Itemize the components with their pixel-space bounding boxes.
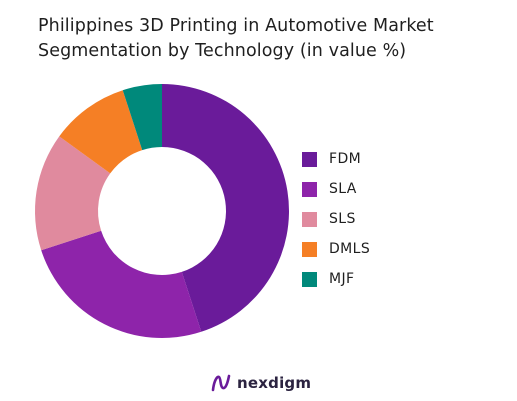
nexdigm-logo-icon: [211, 374, 231, 392]
chart-title: Philippines 3D Printing in Automotive Ma…: [38, 14, 498, 64]
legend-swatch-mjf: [302, 271, 317, 287]
legend-swatch-dmls: [302, 241, 317, 257]
legend-item-fdm: FDM: [302, 144, 370, 174]
legend-item-sla: SLA: [302, 174, 370, 204]
legend-label-sls: SLS: [329, 211, 356, 227]
brand-logo: nexdigm: [210, 373, 311, 393]
legend-swatch-fdm: [302, 151, 317, 167]
brand-name: nexdigm: [237, 374, 312, 392]
donut-slices: [35, 84, 290, 338]
chart-legend: FDM SLA SLS DMLS MJF: [302, 144, 370, 294]
legend-item-mjf: MJF: [302, 264, 370, 294]
legend-item-dmls: DMLS: [302, 234, 370, 264]
donut-slice-mjf: [122, 84, 162, 151]
donut-slice-dmls: [59, 90, 143, 174]
legend-label-dmls: DMLS: [329, 241, 371, 257]
chart-title-line-2: Segmentation by Technology (in value %): [38, 41, 407, 61]
legend-label-mjf: MJF: [329, 271, 355, 287]
legend-swatch-sla: [302, 181, 317, 197]
donut-slice-fdm: [162, 84, 290, 332]
legend-label-fdm: FDM: [329, 151, 362, 167]
chart-title-line-1: Philippines 3D Printing in Automotive Ma…: [38, 16, 434, 36]
donut-slice-sls: [35, 136, 111, 251]
legend-item-sls: SLS: [302, 204, 370, 234]
donut-slice-sla: [41, 230, 202, 338]
legend-label-sla: SLA: [329, 181, 357, 197]
legend-swatch-sls: [302, 211, 317, 227]
